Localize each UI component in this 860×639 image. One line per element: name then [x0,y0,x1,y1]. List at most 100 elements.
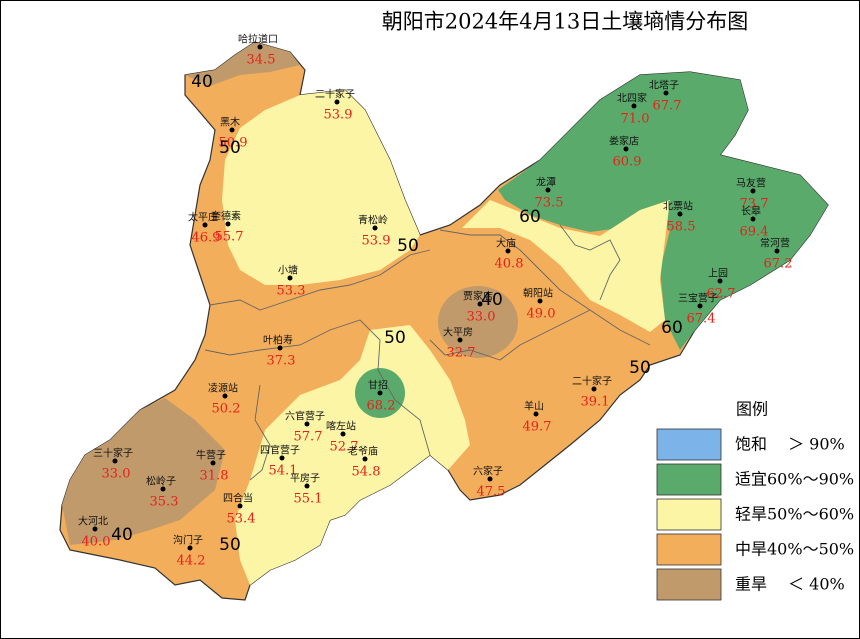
station-value: 40.8 [495,257,524,272]
station-dot [697,303,703,309]
station-value: 47.5 [477,485,506,500]
contour-label: 40 [481,290,503,310]
station-value: 60.9 [613,155,642,170]
station-name: 甘招 [368,379,388,392]
station-name: 黑木 [220,117,240,129]
station-dot [537,298,543,304]
station-dot [287,275,293,281]
station-name: 大庙 [496,237,516,250]
station-dot [591,386,597,392]
legend-swatch [656,463,722,496]
contour-label: 50 [384,328,406,348]
station-name: 大河北 [78,515,108,528]
station-value: 33.0 [102,467,131,482]
station-value: 49.0 [527,307,556,322]
station-dot [677,211,683,217]
contour-label: 50 [397,236,419,256]
map-title: 朝阳市2024年4月13日土壤墒情分布图 [382,10,749,34]
station-value: 69.4 [740,225,769,240]
station-value: 55.7 [215,230,244,245]
legend-swatch [656,533,722,566]
station-dot [202,222,208,228]
station-dot [92,526,98,532]
station-dot [457,337,463,343]
station-name: 喀左站 [326,420,356,433]
region-light-drought [222,90,420,285]
station-dot [304,421,310,427]
station-dot [187,545,193,551]
border [249,384,271,481]
station-dot [372,225,378,231]
legend-label: 饱和 ＞ 90% [735,435,845,454]
station-name: 哈拉道口 [238,33,278,46]
station-dot [279,455,285,461]
legend-label: 重旱 ＜ 40% [735,575,845,594]
station-value: 73.5 [535,196,564,211]
contour-label: 40 [111,525,133,545]
station-value: 44.2 [177,554,206,569]
station-name: 凌源站 [208,382,238,395]
station-value: 34.5 [247,53,276,68]
station-name: 朝阳站 [523,287,553,300]
station-value: 73.7 [740,197,769,212]
contour-label: 60 [661,318,683,338]
station-dot [774,248,780,254]
station-dot [545,187,551,193]
station-value: 35.3 [150,495,179,510]
station-name: 北四家 [617,92,647,105]
station-name: 松岭子 [146,475,176,488]
station-name: 平房子 [290,472,320,485]
station-name: 常河营 [760,237,790,250]
station-value: 58.5 [667,220,696,235]
stations: 哈拉道口 34.5 二十家子 53.9 黑木 50.9 奎德素 55.7 太平庄 46.9 青松岭 5… [78,33,792,569]
station-value: 52.7 [330,440,359,455]
station-dot [377,390,383,396]
station-name: 四合当 [223,492,253,505]
station-dot [160,486,166,492]
station-name: 北票站 [663,200,693,213]
station-name: 羊山 [524,400,544,413]
station-name: 老爷庙 [348,445,378,458]
station-value: 32.7 [447,346,476,361]
region-light-drought [235,325,470,585]
station-value: 50.9 [219,136,248,151]
station-name: 上园 [708,268,728,280]
station-dot [225,221,231,227]
station-dot [750,216,756,222]
station-dot [210,460,216,466]
station-dot [334,99,340,105]
station-name: 小塘 [278,264,298,277]
legend: 图例 饱和 ＞ 90% 适宜60%～90% 轻旱50%～60% 中旱40%～50% 重旱… [641,390,855,604]
station-name: 牛营子 [196,449,226,462]
station-value: 57.7 [294,430,323,445]
station-dot [623,146,629,152]
station-name: 太平庄 [188,211,218,224]
station-value: 37.3 [267,354,296,369]
station-value: 31.8 [200,469,229,484]
station-value: 67.2 [764,257,793,272]
station-name: 四官营子 [260,444,300,457]
station-dot [257,44,263,50]
station-dot [237,503,243,509]
station-dot [505,248,511,254]
border [204,319,431,456]
station-value: 40.0 [82,535,111,550]
station-value: 62.7 [707,287,736,302]
station-name: 叶柏寿 [263,334,293,347]
station-value: 67.4 [687,312,716,327]
station-dot [340,431,346,437]
station-name: 马友营 [736,177,766,190]
station-name: 贾家店 [463,290,493,303]
legend-swatch [656,498,722,531]
border [209,249,431,311]
station-value: 71.0 [621,112,650,127]
station-name: 三十家子 [93,447,133,460]
station-value: 67.7 [653,99,682,114]
border [439,229,651,346]
station-dot [487,476,493,482]
station-dot [362,456,368,462]
station-value: 53.9 [362,234,391,249]
station-dot [229,127,235,133]
station-value: 53.3 [277,284,306,299]
station-value: 54.1 [269,464,298,479]
